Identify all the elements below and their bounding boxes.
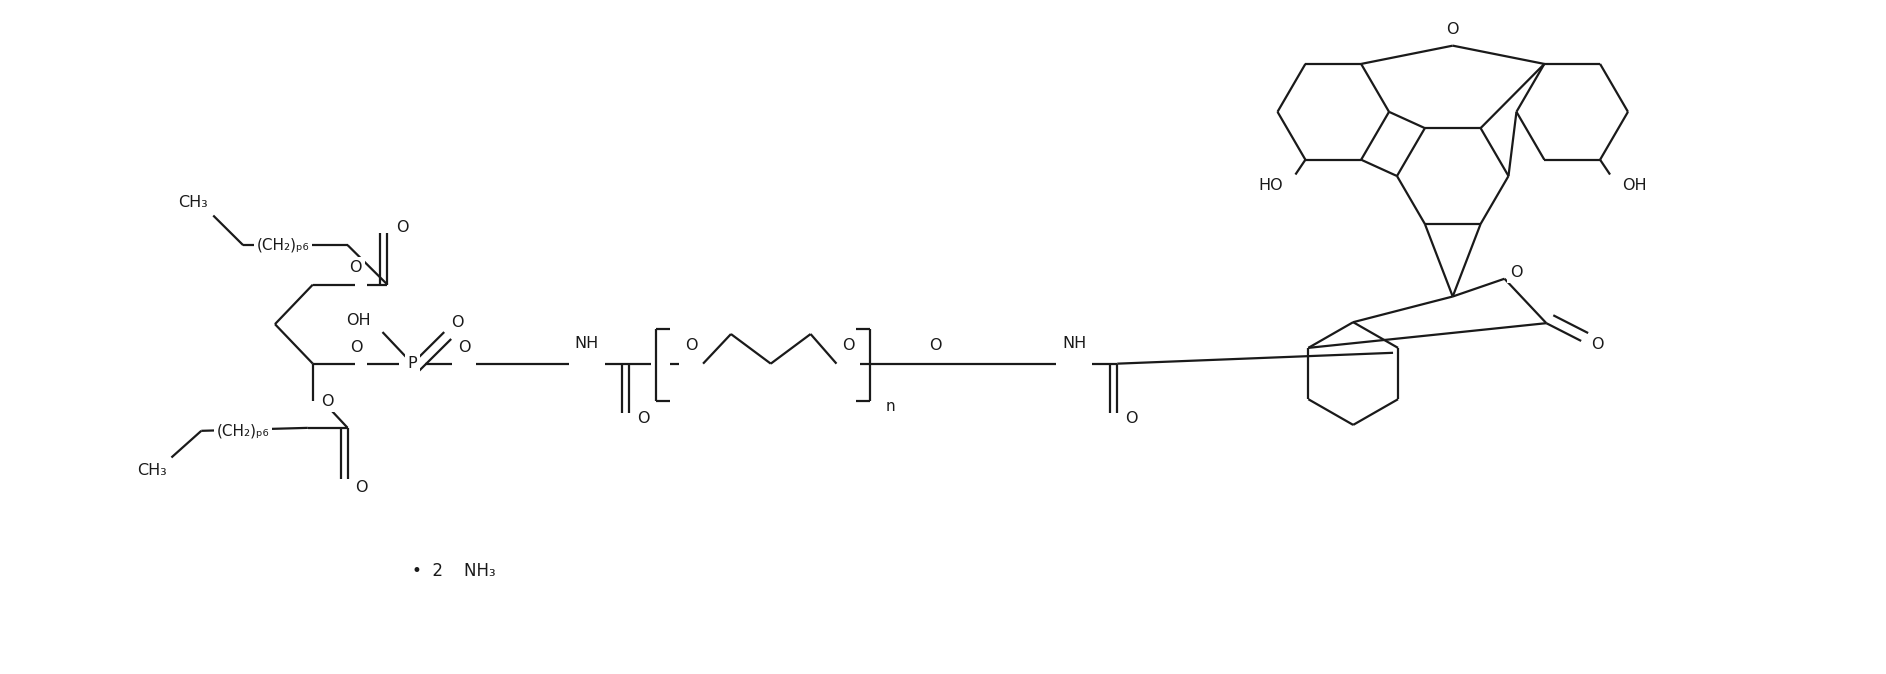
Text: O: O	[843, 338, 854, 353]
Text: O: O	[349, 260, 362, 276]
Text: O: O	[351, 340, 362, 355]
Text: (CH₂)ₚ₆: (CH₂)ₚ₆	[217, 423, 270, 438]
Text: O: O	[1124, 411, 1137, 427]
Text: O: O	[1592, 338, 1603, 353]
Text: P: P	[407, 356, 417, 371]
Text: O: O	[355, 480, 368, 495]
Text: O: O	[1511, 266, 1522, 280]
Text: O: O	[685, 338, 698, 353]
Text: O: O	[928, 338, 941, 353]
Text: CH₃: CH₃	[136, 463, 166, 478]
Text: (CH₂)ₚ₆: (CH₂)ₚ₆	[256, 238, 309, 253]
Text: O: O	[451, 315, 464, 330]
Text: OH: OH	[1622, 178, 1646, 193]
Text: OH: OH	[347, 313, 372, 328]
Text: HO: HO	[1258, 178, 1282, 193]
Text: O: O	[1447, 22, 1460, 37]
Text: •  2    NH₃: • 2 NH₃	[413, 562, 496, 580]
Text: O: O	[321, 394, 334, 408]
Text: O: O	[396, 220, 409, 235]
Text: CH₃: CH₃	[179, 195, 207, 210]
Text: O: O	[458, 340, 470, 355]
Text: NH: NH	[575, 336, 598, 351]
Text: n: n	[885, 398, 896, 414]
Text: NH: NH	[1062, 336, 1086, 351]
Text: O: O	[637, 411, 649, 427]
